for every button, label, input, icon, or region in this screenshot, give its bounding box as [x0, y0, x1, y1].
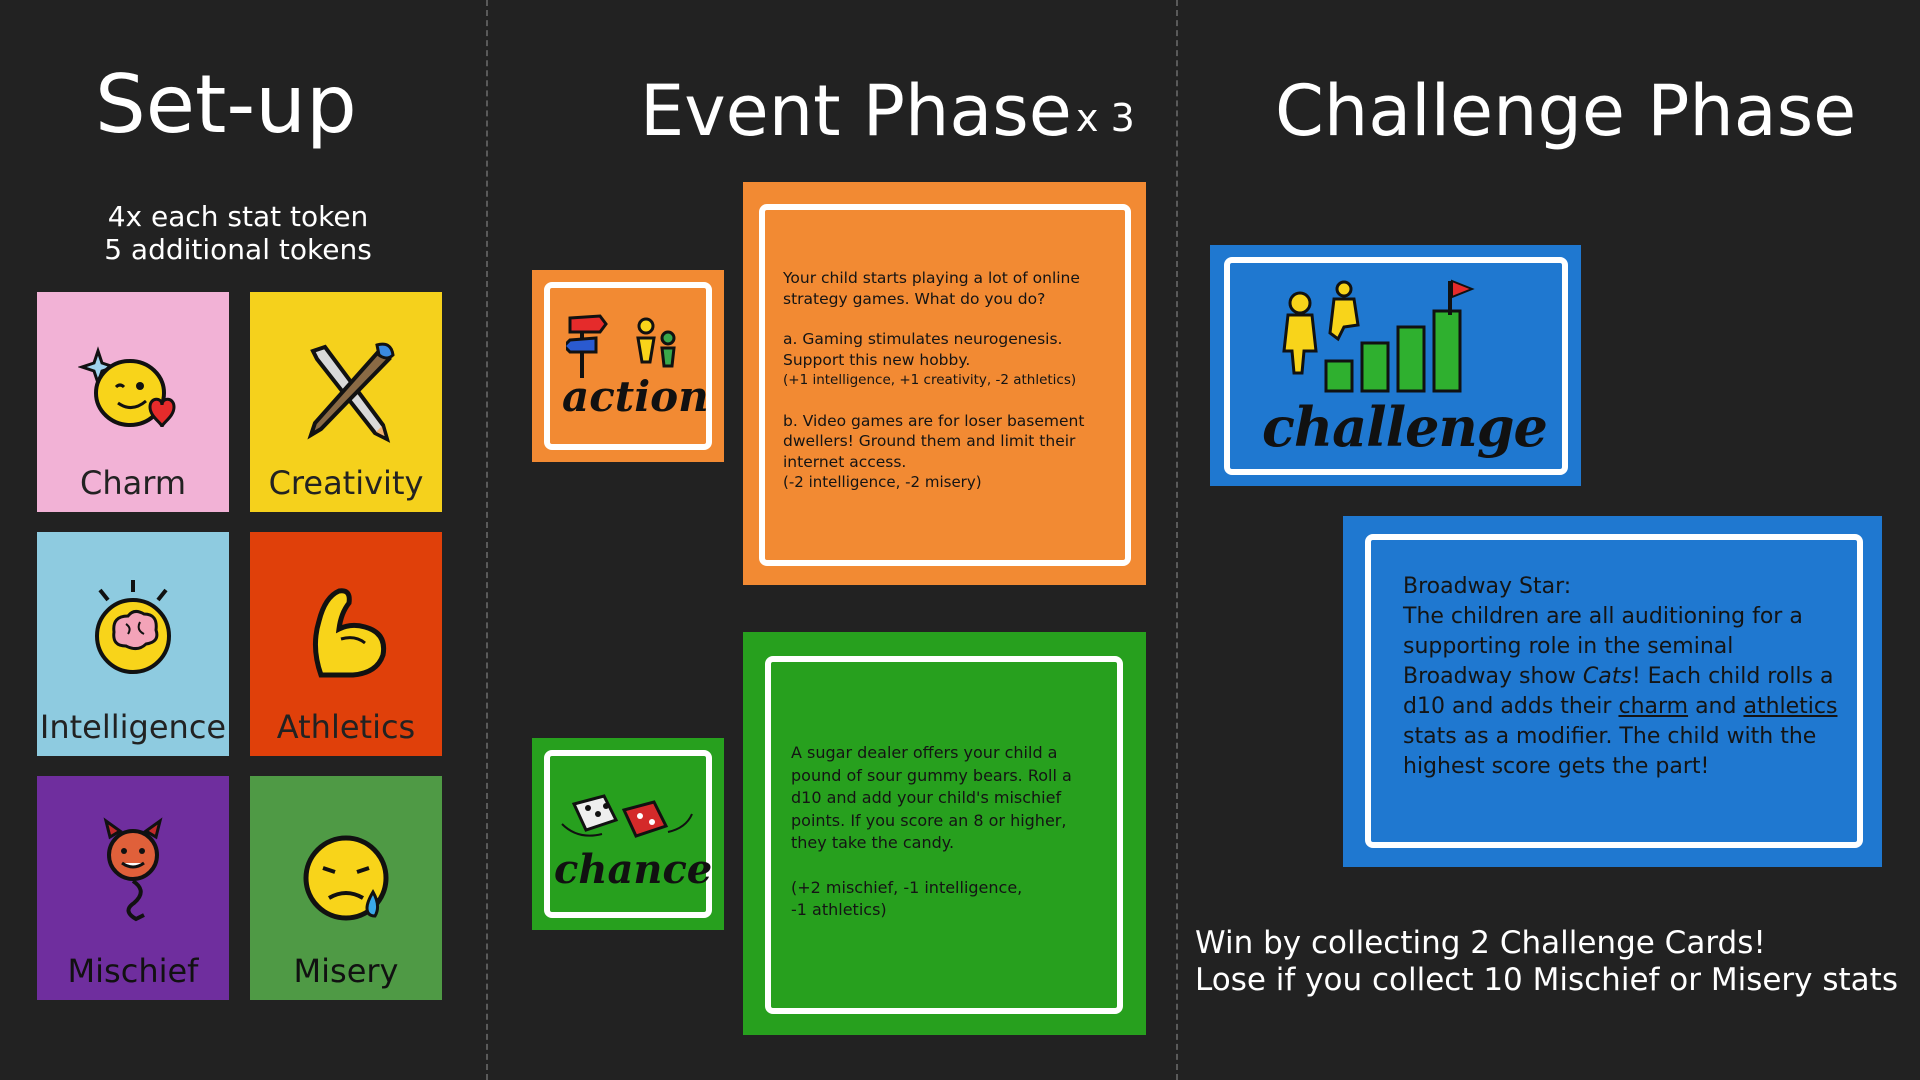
chance-card-text: A sugar dealer offers your child a pound…	[791, 742, 1103, 922]
action-option-b-effect: (-2 intelligence, -2 misery)	[783, 473, 982, 491]
token-label-intelligence: Intelligence	[39, 708, 227, 746]
lose-text: Lose if you collect 10 Mischief or Miser…	[1195, 962, 1898, 998]
action-logo-card: action	[532, 270, 724, 462]
sad-face-icon	[303, 835, 389, 921]
chance-logo-card: chance	[532, 738, 724, 930]
chance-effect-line2: -1 athletics)	[791, 900, 887, 919]
podium-figures-flag-icon	[1282, 279, 1475, 393]
action-option-b: b. Video games are for loser basement dw…	[783, 411, 1085, 471]
action-logo-text: action	[562, 372, 709, 421]
token-creativity: Creativity	[250, 292, 442, 512]
challenge-card: Broadway Star: The children are all audi…	[1343, 516, 1882, 867]
devil-icon	[103, 817, 163, 922]
column-divider-left	[486, 0, 488, 1080]
token-charm: Charm	[37, 292, 229, 512]
chance-logo-text: chance	[554, 846, 713, 893]
body-part-1: The children are all auditioning for a s…	[1403, 604, 1803, 689]
pencil-brush-icon	[307, 342, 395, 443]
column-divider-right	[1176, 0, 1178, 1080]
setup-subtitle-line1: 4x each stat token	[107, 200, 369, 233]
show-name: Cats	[1582, 664, 1632, 689]
chance-event-card: A sugar dealer offers your child a pound…	[743, 632, 1146, 1035]
token-label-misery: Misery	[293, 952, 399, 990]
challenge-card-body: The children are all auditioning for a s…	[1403, 602, 1843, 782]
flexed-bicep-icon	[313, 588, 387, 678]
stat-charm-link[interactable]: charm	[1618, 694, 1689, 719]
token-label-mischief: Mischief	[67, 952, 199, 990]
token-label-athletics: Athletics	[276, 708, 416, 746]
event-multiplier: x 3	[1076, 96, 1135, 140]
challenge-logo-text: challenge	[1262, 395, 1548, 459]
challenge-card-text: Broadway Star: The children are all audi…	[1403, 572, 1843, 782]
challenge-card-title: Broadway Star:	[1403, 574, 1572, 599]
action-event-card: Your child starts playing a lot of onlin…	[743, 182, 1146, 585]
body-part-2: ! Each child rolls a d10 and adds their	[1403, 664, 1834, 719]
event-title: Event Phase	[640, 70, 1072, 152]
dice-icon	[561, 794, 693, 838]
setup-subtitle: 4x each stat token 5 additional tokens	[90, 200, 386, 266]
win-text: Win by collecting 2 Challenge Cards!	[1195, 925, 1766, 961]
token-misery: Misery	[250, 776, 442, 1000]
token-label-charm: Charm	[80, 464, 186, 502]
brain-head-icon	[95, 580, 171, 674]
stat-athletics-link[interactable]: athletics	[1743, 694, 1838, 719]
challenge-logo-card: challenge	[1210, 245, 1581, 486]
body-part-3: and	[1688, 694, 1744, 719]
signpost-family-icon	[566, 314, 676, 378]
action-card-text: Your child starts playing a lot of onlin…	[783, 268, 1113, 493]
challenge-title: Challenge Phase	[1275, 70, 1857, 152]
chance-effect-line1: (+2 mischief, -1 intelligence,	[791, 877, 1023, 897]
token-mischief: Mischief	[37, 776, 229, 1000]
token-athletics: Athletics	[250, 532, 442, 756]
setup-title: Set-up	[95, 58, 357, 151]
token-intelligence: Intelligence	[37, 532, 229, 756]
body-part-4: stats as a modifier. The child with the …	[1403, 724, 1817, 779]
win-lose-text: Win by collecting 2 Challenge Cards! Los…	[1195, 925, 1898, 999]
smiling-face-heart-icon	[78, 346, 176, 428]
action-question: Your child starts playing a lot of onlin…	[783, 269, 1080, 308]
chance-body: A sugar dealer offers your child a pound…	[791, 743, 1072, 852]
action-option-a-effect: (+1 intelligence, +1 creativity, -2 athl…	[783, 372, 1077, 388]
setup-subtitle-line2: 5 additional tokens	[104, 233, 372, 266]
token-label-creativity: Creativity	[268, 464, 424, 502]
action-option-a: a. Gaming stimulates neurogenesis. Suppo…	[783, 330, 1063, 369]
